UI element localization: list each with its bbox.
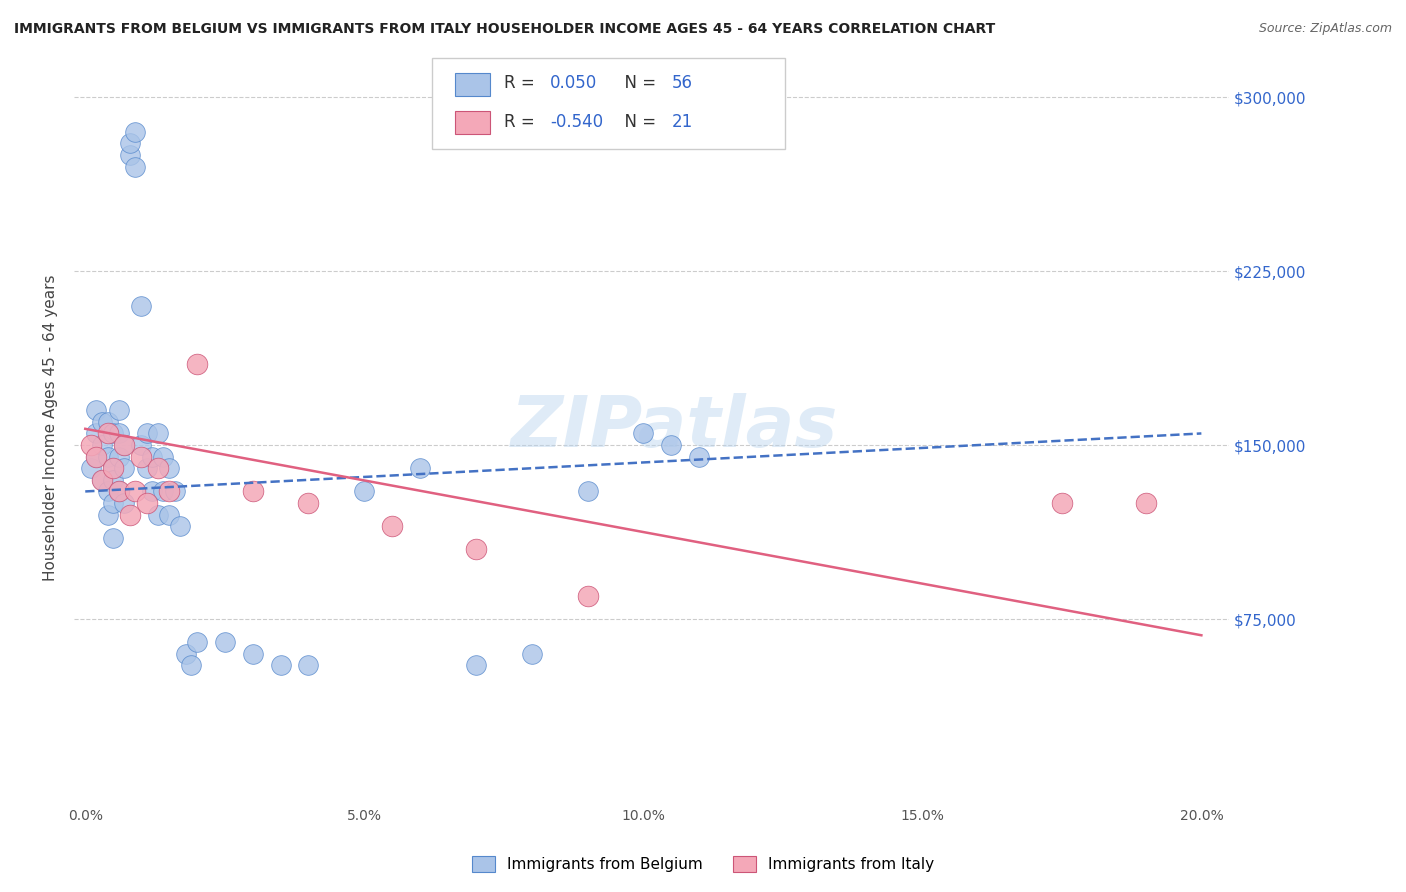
Point bbox=[97, 484, 120, 499]
Point bbox=[464, 658, 486, 673]
Text: R =: R = bbox=[503, 74, 540, 92]
Point bbox=[152, 484, 174, 499]
Point bbox=[135, 461, 157, 475]
Point bbox=[242, 484, 264, 499]
Point bbox=[91, 415, 114, 429]
Point bbox=[520, 647, 543, 661]
Point bbox=[86, 450, 108, 464]
Text: N =: N = bbox=[613, 113, 661, 131]
Point bbox=[118, 148, 141, 162]
Point bbox=[80, 438, 103, 452]
Point bbox=[129, 438, 152, 452]
Point bbox=[118, 508, 141, 522]
Point bbox=[101, 461, 124, 475]
Point bbox=[91, 473, 114, 487]
Point bbox=[101, 473, 124, 487]
Point bbox=[688, 450, 710, 464]
Text: N =: N = bbox=[613, 74, 661, 92]
FancyBboxPatch shape bbox=[432, 58, 785, 149]
Text: R =: R = bbox=[503, 113, 540, 131]
Point bbox=[124, 484, 146, 499]
Point bbox=[124, 160, 146, 174]
Point bbox=[107, 426, 129, 441]
Point bbox=[180, 658, 202, 673]
Point bbox=[97, 415, 120, 429]
Point bbox=[91, 473, 114, 487]
Point bbox=[86, 426, 108, 441]
Point bbox=[107, 450, 129, 464]
Point bbox=[129, 299, 152, 313]
Point bbox=[141, 484, 163, 499]
Point bbox=[146, 461, 169, 475]
Point bbox=[353, 484, 375, 499]
Point bbox=[86, 403, 108, 417]
Point bbox=[80, 461, 103, 475]
Point bbox=[214, 635, 236, 649]
Point bbox=[91, 438, 114, 452]
Point bbox=[186, 635, 208, 649]
Point bbox=[112, 496, 135, 510]
Bar bbox=[456, 111, 489, 134]
Point bbox=[118, 136, 141, 151]
Point bbox=[576, 484, 599, 499]
Point bbox=[633, 426, 655, 441]
Text: ZIPatlas: ZIPatlas bbox=[512, 393, 838, 462]
Point bbox=[124, 125, 146, 139]
Text: -0.540: -0.540 bbox=[550, 113, 603, 131]
Point bbox=[297, 496, 319, 510]
Point bbox=[659, 438, 682, 452]
Point bbox=[464, 542, 486, 557]
Point bbox=[169, 519, 191, 533]
Text: 21: 21 bbox=[671, 113, 693, 131]
Point bbox=[270, 658, 292, 673]
Point bbox=[129, 450, 152, 464]
Point bbox=[146, 426, 169, 441]
Point bbox=[107, 403, 129, 417]
Y-axis label: Householder Income Ages 45 - 64 years: Householder Income Ages 45 - 64 years bbox=[44, 275, 58, 581]
Text: IMMIGRANTS FROM BELGIUM VS IMMIGRANTS FROM ITALY HOUSEHOLDER INCOME AGES 45 - 64: IMMIGRANTS FROM BELGIUM VS IMMIGRANTS FR… bbox=[14, 22, 995, 37]
Point bbox=[97, 450, 120, 464]
Point bbox=[86, 450, 108, 464]
Point bbox=[576, 589, 599, 603]
Point bbox=[1135, 496, 1157, 510]
Point bbox=[135, 426, 157, 441]
Point bbox=[1050, 496, 1073, 510]
Point bbox=[146, 508, 169, 522]
Point bbox=[157, 461, 180, 475]
Point bbox=[107, 484, 129, 499]
Point bbox=[186, 357, 208, 371]
Point bbox=[135, 496, 157, 510]
Point bbox=[112, 461, 135, 475]
Point bbox=[97, 508, 120, 522]
Point bbox=[112, 438, 135, 452]
Point bbox=[409, 461, 432, 475]
Point bbox=[157, 484, 180, 499]
Point bbox=[141, 450, 163, 464]
Point bbox=[101, 496, 124, 510]
Point bbox=[101, 531, 124, 545]
Text: 56: 56 bbox=[671, 74, 692, 92]
Point bbox=[163, 484, 186, 499]
Point bbox=[152, 450, 174, 464]
Point bbox=[101, 461, 124, 475]
Point bbox=[101, 426, 124, 441]
Legend: Immigrants from Belgium, Immigrants from Italy: Immigrants from Belgium, Immigrants from… bbox=[464, 848, 942, 880]
Text: 0.050: 0.050 bbox=[550, 74, 598, 92]
Point bbox=[107, 484, 129, 499]
Point bbox=[97, 426, 120, 441]
Point bbox=[242, 647, 264, 661]
Point bbox=[157, 508, 180, 522]
Text: Source: ZipAtlas.com: Source: ZipAtlas.com bbox=[1258, 22, 1392, 36]
Point bbox=[381, 519, 404, 533]
Bar bbox=[456, 73, 489, 96]
Point bbox=[112, 438, 135, 452]
Point bbox=[297, 658, 319, 673]
Point bbox=[174, 647, 197, 661]
